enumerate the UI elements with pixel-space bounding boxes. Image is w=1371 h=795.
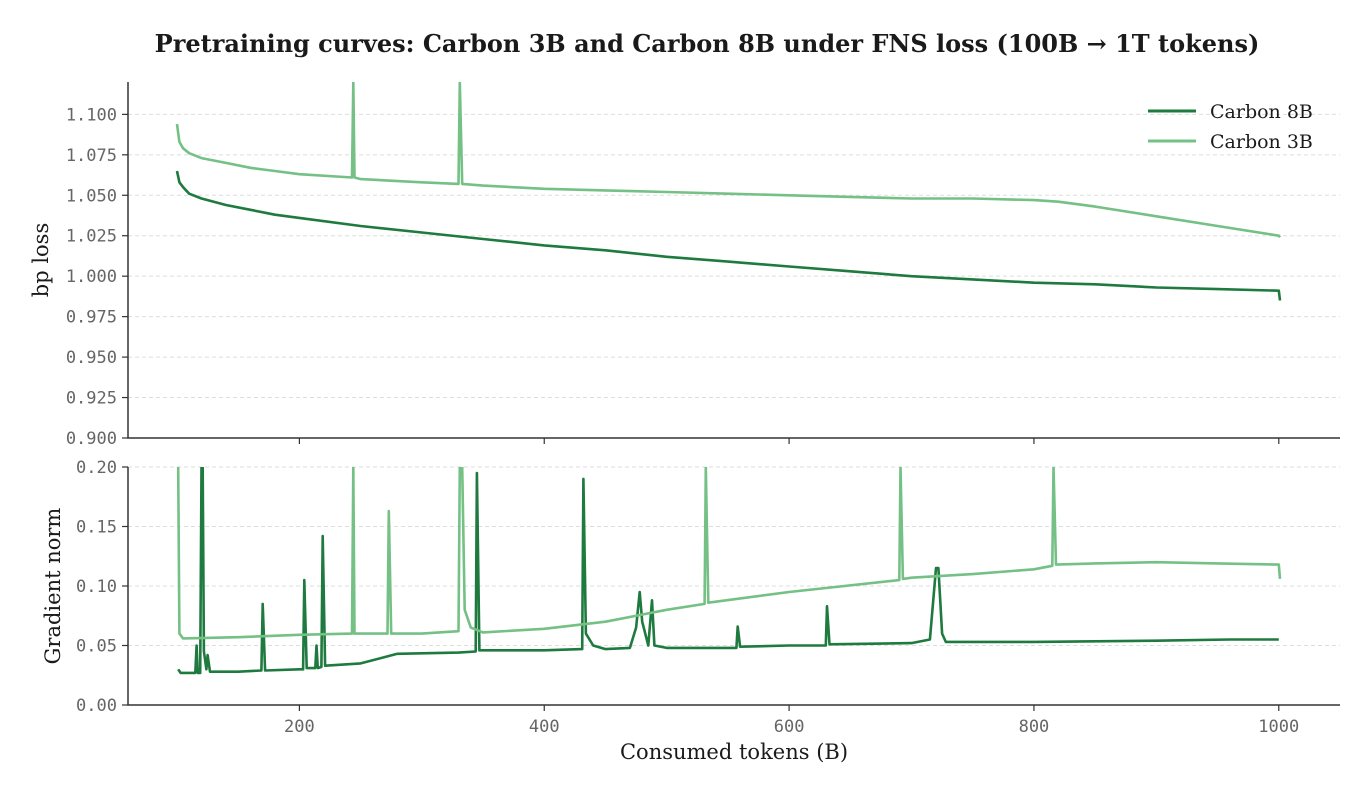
x-tick-label: 600 xyxy=(774,717,805,737)
loss-y-tick-label: 1.100 xyxy=(66,105,117,125)
loss-y-tick-label: 1.050 xyxy=(66,186,117,206)
loss-y-tick-label: 1.025 xyxy=(66,227,117,247)
chart-title: Pretraining curves: Carbon 3B and Carbon… xyxy=(155,29,1260,58)
loss-panel: 0.900 0.925 0.950 0.975 1.000 1.025 1.050 1.075… xyxy=(29,82,1340,449)
x-tick-label: 1000 xyxy=(1258,717,1299,737)
loss-y-tick-label: 0.975 xyxy=(66,308,117,328)
loss-axes-spine xyxy=(127,82,1340,439)
grad-y-tick-label: 0.05 xyxy=(76,637,117,657)
x-tick-label: 400 xyxy=(529,717,560,737)
loss-y-tick-label: 1.075 xyxy=(66,146,117,166)
loss-series-carbon-3b xyxy=(175,82,1282,239)
loss-series-carbon-8b xyxy=(175,170,1282,301)
grad-y-tick-label: 0.10 xyxy=(76,577,117,597)
loss-y-tick-label: 0.925 xyxy=(66,389,117,409)
x-axis-label: Consumed tokens (B) xyxy=(620,740,848,764)
gradient-norm-y-axis-label: Gradient norm xyxy=(41,508,65,665)
grad-axes-spine xyxy=(127,467,1340,706)
x-tick-label: 200 xyxy=(284,717,315,737)
legend-label: Carbon 3B xyxy=(1210,131,1313,153)
legend-label: Carbon 8B xyxy=(1210,101,1313,123)
grad-series-carbon-3b xyxy=(176,467,1282,640)
loss-y-tick-label: 0.950 xyxy=(66,348,117,368)
loss-y-axis-label: bp loss xyxy=(29,223,53,297)
loss-y-tick-label: 1.000 xyxy=(66,267,117,287)
gradient-norm-panel: 0.00 0.05 0.10 0.15 0.20 200 400 600 800 1000 Gra… xyxy=(41,458,1340,764)
grad-series-carbon-8b xyxy=(177,467,1279,675)
loss-y-tick-label: 0.900 xyxy=(66,429,117,449)
legend: Carbon 8B Carbon 3B xyxy=(1148,101,1313,153)
grad-y-tick-label: 0.00 xyxy=(76,696,117,716)
grad-y-tick-label: 0.20 xyxy=(76,458,117,478)
x-tick-label: 800 xyxy=(1019,717,1050,737)
grad-y-tick-label: 0.15 xyxy=(76,518,117,538)
